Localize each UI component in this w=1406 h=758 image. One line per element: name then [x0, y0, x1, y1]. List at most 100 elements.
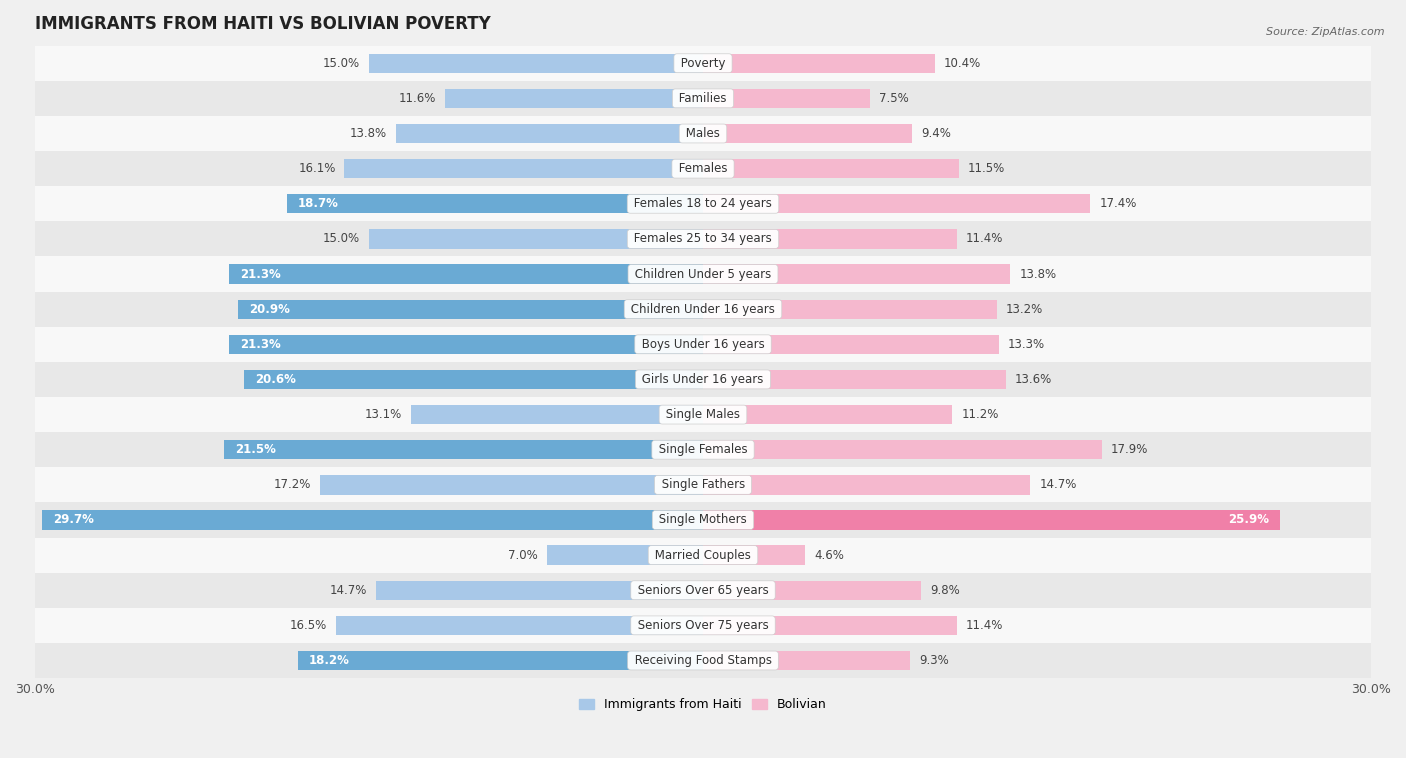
- Bar: [35, 292, 1371, 327]
- Bar: [703, 229, 957, 249]
- Text: 9.3%: 9.3%: [920, 654, 949, 667]
- Text: 18.2%: 18.2%: [309, 654, 350, 667]
- Text: Males: Males: [682, 127, 724, 140]
- Bar: [35, 45, 1371, 81]
- Bar: [703, 581, 921, 600]
- Text: 14.7%: 14.7%: [329, 584, 367, 597]
- Text: Children Under 16 years: Children Under 16 years: [627, 302, 779, 315]
- Bar: [547, 546, 703, 565]
- Text: 10.4%: 10.4%: [943, 57, 981, 70]
- Bar: [35, 81, 1371, 116]
- Text: 21.3%: 21.3%: [240, 338, 281, 351]
- Bar: [412, 405, 703, 424]
- Bar: [375, 581, 703, 600]
- Bar: [229, 265, 703, 283]
- Text: 13.8%: 13.8%: [1019, 268, 1056, 280]
- Bar: [35, 503, 1371, 537]
- Legend: Immigrants from Haiti, Bolivian: Immigrants from Haiti, Bolivian: [574, 693, 832, 716]
- Text: 16.5%: 16.5%: [290, 619, 326, 632]
- Text: Boys Under 16 years: Boys Under 16 years: [638, 338, 768, 351]
- Bar: [395, 124, 703, 143]
- Bar: [703, 651, 910, 670]
- Bar: [336, 615, 703, 635]
- Text: 18.7%: 18.7%: [298, 197, 339, 210]
- Bar: [703, 54, 935, 73]
- Text: Seniors Over 75 years: Seniors Over 75 years: [634, 619, 772, 632]
- Text: 16.1%: 16.1%: [298, 162, 336, 175]
- Text: 21.5%: 21.5%: [235, 443, 276, 456]
- Bar: [703, 89, 870, 108]
- Bar: [703, 510, 1279, 530]
- Text: Females 18 to 24 years: Females 18 to 24 years: [630, 197, 776, 210]
- Text: Receiving Food Stamps: Receiving Food Stamps: [631, 654, 775, 667]
- Text: 7.5%: 7.5%: [879, 92, 908, 105]
- Text: 13.8%: 13.8%: [350, 127, 387, 140]
- Text: Poverty: Poverty: [676, 57, 730, 70]
- Bar: [35, 467, 1371, 503]
- Text: Single Females: Single Females: [655, 443, 751, 456]
- Text: Single Males: Single Males: [662, 408, 744, 421]
- Bar: [35, 151, 1371, 186]
- Bar: [229, 334, 703, 354]
- Text: 4.6%: 4.6%: [814, 549, 844, 562]
- Text: Families: Families: [675, 92, 731, 105]
- Text: 11.6%: 11.6%: [398, 92, 436, 105]
- Text: 15.0%: 15.0%: [323, 233, 360, 246]
- Text: 11.4%: 11.4%: [966, 233, 1002, 246]
- Text: 9.4%: 9.4%: [921, 127, 950, 140]
- Bar: [703, 194, 1091, 214]
- Text: Single Mothers: Single Mothers: [655, 513, 751, 527]
- Bar: [35, 221, 1371, 256]
- Bar: [35, 186, 1371, 221]
- Bar: [703, 405, 952, 424]
- Text: 25.9%: 25.9%: [1227, 513, 1268, 527]
- Bar: [35, 537, 1371, 573]
- Bar: [703, 299, 997, 319]
- Bar: [35, 432, 1371, 467]
- Text: 29.7%: 29.7%: [53, 513, 94, 527]
- Text: 14.7%: 14.7%: [1039, 478, 1077, 491]
- Bar: [35, 327, 1371, 362]
- Text: 20.6%: 20.6%: [256, 373, 297, 386]
- Text: Source: ZipAtlas.com: Source: ZipAtlas.com: [1267, 27, 1385, 36]
- Bar: [344, 159, 703, 178]
- Text: 20.9%: 20.9%: [249, 302, 290, 315]
- Text: 7.0%: 7.0%: [509, 549, 538, 562]
- Bar: [703, 475, 1031, 494]
- Bar: [298, 651, 703, 670]
- Bar: [703, 440, 1102, 459]
- Text: 13.3%: 13.3%: [1008, 338, 1045, 351]
- Bar: [444, 89, 703, 108]
- Bar: [703, 615, 957, 635]
- Text: Children Under 5 years: Children Under 5 years: [631, 268, 775, 280]
- Bar: [287, 194, 703, 214]
- Text: 17.9%: 17.9%: [1111, 443, 1147, 456]
- Bar: [35, 608, 1371, 643]
- Bar: [35, 573, 1371, 608]
- Text: Married Couples: Married Couples: [651, 549, 755, 562]
- Bar: [368, 229, 703, 249]
- Bar: [703, 334, 1000, 354]
- Text: Seniors Over 65 years: Seniors Over 65 years: [634, 584, 772, 597]
- Text: 13.2%: 13.2%: [1005, 302, 1043, 315]
- Text: 11.5%: 11.5%: [967, 162, 1005, 175]
- Text: 15.0%: 15.0%: [323, 57, 360, 70]
- Bar: [35, 116, 1371, 151]
- Bar: [238, 299, 703, 319]
- Text: 9.8%: 9.8%: [931, 584, 960, 597]
- Text: Females: Females: [675, 162, 731, 175]
- Bar: [703, 546, 806, 565]
- Bar: [35, 362, 1371, 397]
- Bar: [321, 475, 703, 494]
- Text: 21.3%: 21.3%: [240, 268, 281, 280]
- Text: Females 25 to 34 years: Females 25 to 34 years: [630, 233, 776, 246]
- Text: 13.6%: 13.6%: [1015, 373, 1052, 386]
- Bar: [703, 370, 1005, 389]
- Bar: [35, 256, 1371, 292]
- Text: 17.2%: 17.2%: [274, 478, 311, 491]
- Text: Girls Under 16 years: Girls Under 16 years: [638, 373, 768, 386]
- Text: 17.4%: 17.4%: [1099, 197, 1137, 210]
- Bar: [368, 54, 703, 73]
- Text: 13.1%: 13.1%: [366, 408, 402, 421]
- Text: IMMIGRANTS FROM HAITI VS BOLIVIAN POVERTY: IMMIGRANTS FROM HAITI VS BOLIVIAN POVERT…: [35, 15, 491, 33]
